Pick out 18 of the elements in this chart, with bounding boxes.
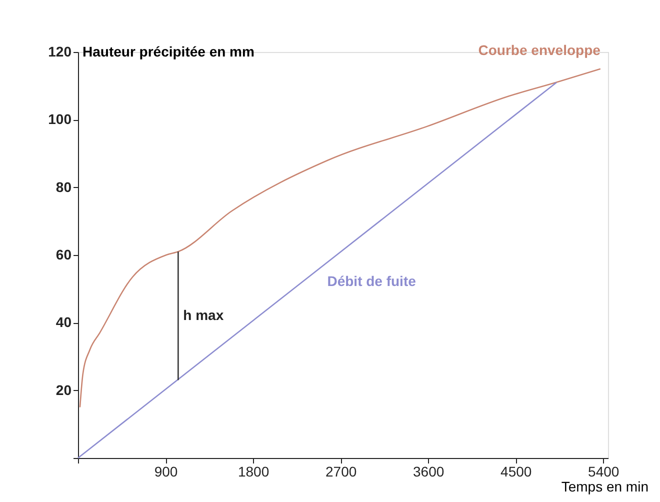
x-tick-label: 5400 [588, 464, 620, 480]
y-tick-label: 100 [48, 111, 72, 128]
y-tick-label: 120 [48, 44, 72, 60]
series-label: Courbe enveloppe [478, 42, 601, 58]
x-tick-label: 2700 [325, 464, 357, 480]
y-tick-label: 60 [56, 246, 72, 262]
x-tick-label: 1800 [238, 464, 270, 480]
x-tick-label: 3600 [413, 464, 444, 480]
x-axis-title: Temps en min [561, 478, 648, 494]
y-tick-label: 20 [56, 382, 72, 398]
y-tick-label: 40 [56, 314, 72, 330]
annotation: h max [183, 306, 224, 323]
series-label: Débit de fuite [327, 273, 416, 290]
x-tick-label: 4500 [500, 464, 532, 480]
y-axis-title: Hauteur précipitée en mm [82, 44, 254, 60]
y-tick-label: 80 [56, 178, 72, 195]
x-tick-label: 900 [154, 464, 178, 480]
line-series [79, 68, 602, 408]
